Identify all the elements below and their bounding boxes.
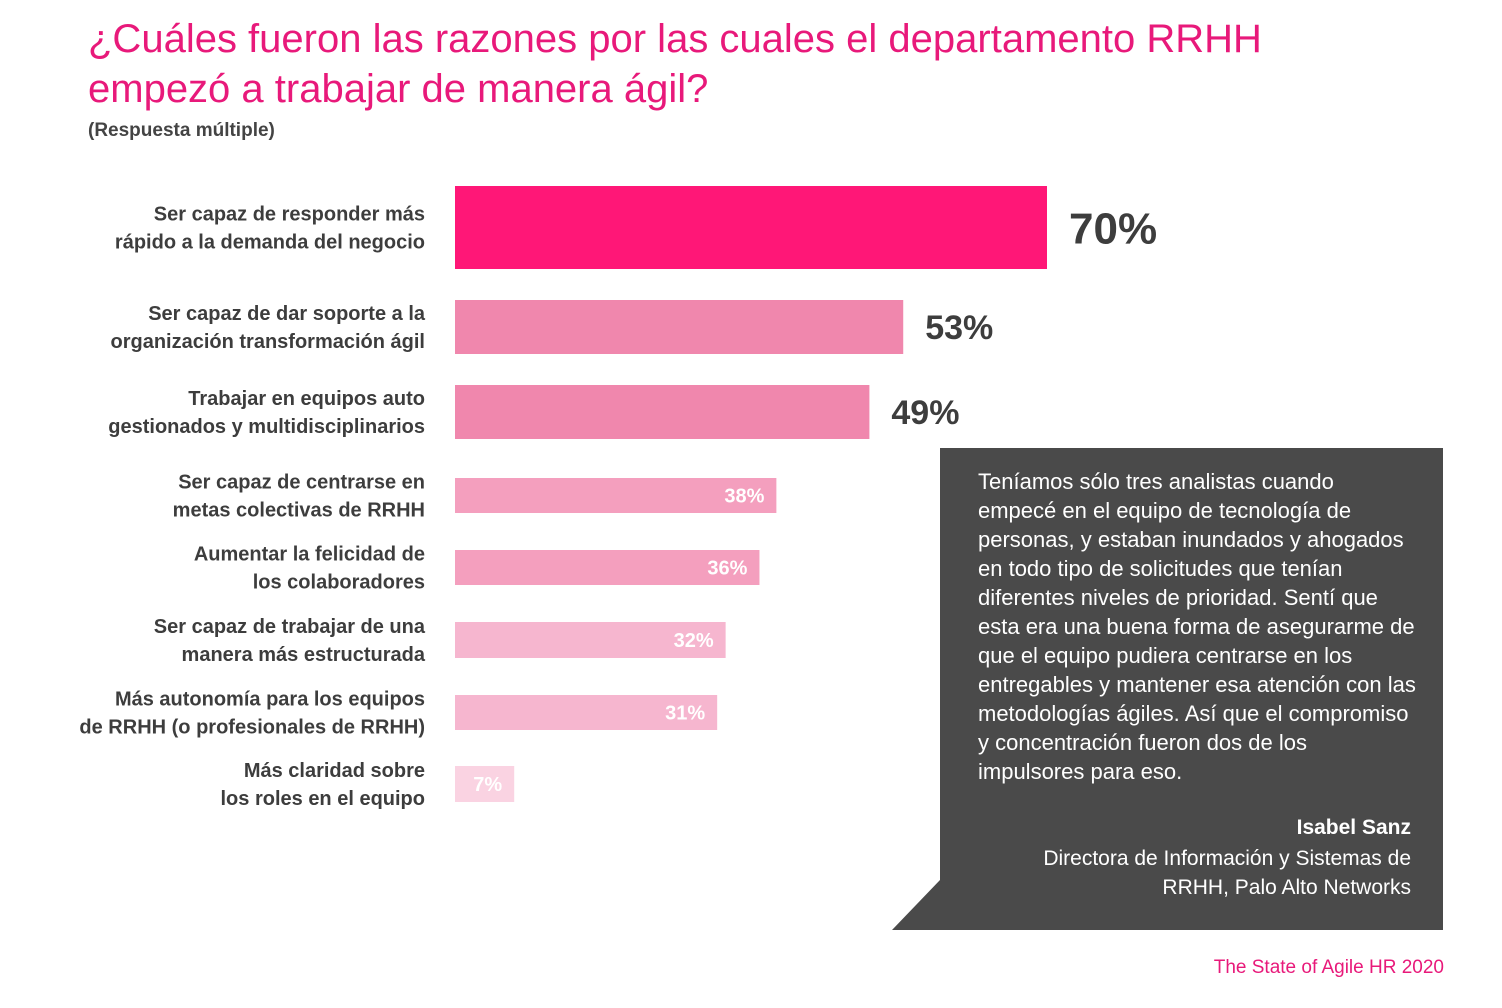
value-label: 38%: [724, 486, 764, 508]
category-label: Más claridad sobre los roles en el equipo: [221, 760, 426, 810]
value-label: 36%: [707, 558, 747, 580]
category-label: Ser capaz de responder más rápido a la de…: [115, 204, 425, 254]
value-label: 32%: [674, 630, 714, 652]
quote-author: Isabel Sanz: [1296, 816, 1411, 839]
category-label: Ser capaz de trabajar de una manera más e…: [154, 616, 426, 666]
bar: [455, 385, 870, 439]
quote-box: Teníamos sólo tres analistas cuando empe…: [940, 448, 1443, 930]
bar: [455, 550, 760, 585]
bar: [455, 300, 904, 354]
value-label: 53%: [925, 309, 993, 347]
quote-text: Teníamos sólo tres analistas cuando empe…: [978, 469, 1416, 784]
value-label: 49%: [891, 394, 959, 432]
category-label: Trabajar en equipos auto gestionados y mu…: [108, 388, 425, 438]
bar: [455, 478, 777, 513]
category-label: Ser capaz de dar soporte a la organizació…: [110, 303, 425, 353]
bar: [455, 186, 1047, 269]
quote-tail: [892, 880, 940, 930]
chart-subtitle: (Respuesta múltiple): [88, 120, 275, 141]
category-label: Ser capaz de centrarse en metas colectiva…: [173, 472, 425, 522]
category-label: Más autonomía para los equipos de RRHH (o…: [79, 689, 425, 739]
source-label: The State of Agile HR 2020: [1213, 957, 1444, 978]
category-label: Aumentar la felicidad de los colaboradore…: [194, 544, 425, 594]
value-label: 7%: [473, 774, 502, 796]
bar: [455, 622, 726, 658]
value-label: 70%: [1069, 204, 1157, 253]
value-label: 31%: [665, 703, 705, 725]
bar: [455, 766, 515, 802]
chart-title: ¿Cuáles fueron las razones por las cuale…: [88, 17, 1262, 111]
bar: [455, 695, 718, 730]
quote-role: Directora de Información y Sistemas de R…: [1043, 847, 1411, 899]
